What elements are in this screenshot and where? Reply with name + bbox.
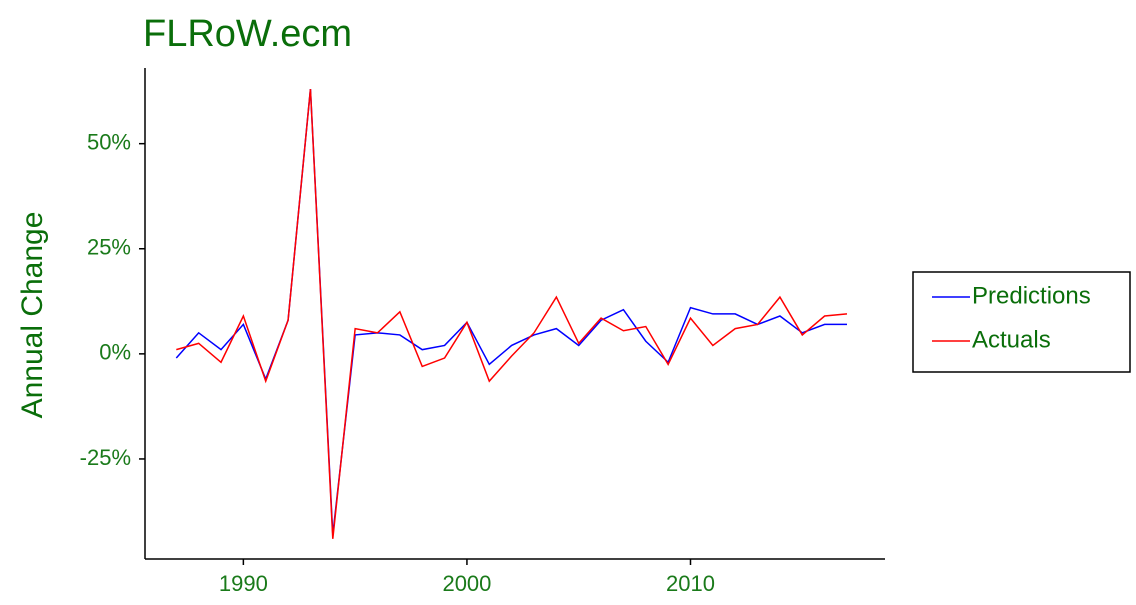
y-tick-label: 0%: [99, 340, 131, 365]
y-tick-label: -25%: [80, 445, 131, 470]
legend-box: [912, 271, 1131, 373]
legend-label: Predictions: [972, 282, 1091, 309]
series-line: [175, 88, 847, 535]
y-tick-label: 25%: [87, 235, 131, 260]
chart-title: FLRoW.ecm: [143, 13, 352, 55]
y-axis-label: Annual Change: [16, 212, 49, 419]
y-tick-label: 50%: [87, 129, 131, 154]
x-tick-label: 1990: [219, 571, 268, 596]
x-tick-label: 2000: [442, 571, 491, 596]
legend-label: Actuals: [972, 326, 1051, 353]
series-line: [176, 88, 848, 539]
x-tick-label: 2010: [666, 571, 715, 596]
